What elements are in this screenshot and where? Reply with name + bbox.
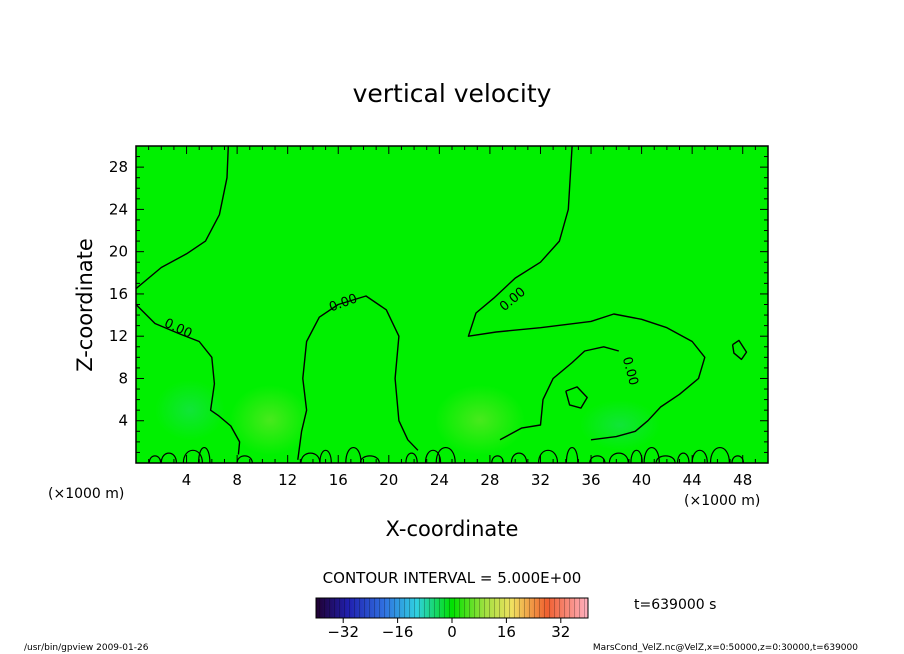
surface-contour	[589, 455, 606, 463]
surface-contour	[405, 452, 418, 463]
x-axis-unit-right: (×1000 m)	[684, 493, 760, 509]
x-axis-label: X-coordinate	[386, 517, 519, 541]
chart-title: vertical velocity	[353, 79, 552, 108]
x-tick-label: 8	[232, 471, 242, 489]
footer-left: /usr/bin/gpview 2009-01-26	[24, 643, 149, 653]
colorbar-ticks: −32 −16 0 16 32	[327, 618, 570, 641]
x-tick-label: 20	[379, 471, 398, 489]
surface-contour	[424, 449, 442, 463]
x-tick-label: 48	[733, 471, 752, 489]
contour-line	[136, 146, 229, 290]
colorbar-stripes	[316, 598, 588, 618]
y-tick-label: 8	[118, 369, 128, 387]
x-tick-label: 36	[581, 471, 600, 489]
x-tick-label: 16	[329, 471, 348, 489]
x-axis-unit-left: (×1000 m)	[48, 486, 124, 502]
colorbar: −32 −16 0 16 32	[315, 597, 589, 641]
colorbar-tick-label: −32	[327, 623, 359, 641]
contour-lines	[136, 146, 748, 460]
y-tick-label: 16	[109, 285, 128, 303]
surface-contour	[300, 452, 321, 463]
surface-contour	[319, 449, 332, 463]
x-axis-ticks: 4 8 12 16 20 24 28 32 36 40 44 48	[148, 146, 756, 489]
y-tick-label: 24	[109, 200, 128, 218]
y-tick-label: 20	[109, 243, 128, 261]
footer-right: MarsCond_VelZ.nc@VelZ,x=0:50000,z=0:3000…	[593, 643, 858, 653]
time-label: t=639000 s	[634, 597, 716, 613]
surface-contour	[655, 455, 676, 463]
surface-contour	[198, 446, 211, 463]
contour-line	[467, 146, 706, 441]
contour-line	[297, 295, 419, 460]
contour-interval-text: CONTOUR INTERVAL = 5.000E+00	[323, 569, 582, 587]
x-tick-label: 28	[480, 471, 499, 489]
surface-contour	[677, 452, 690, 463]
x-tick-label: 32	[531, 471, 550, 489]
contour-line	[565, 386, 588, 409]
plot-area: 0.000.00 0.000.00	[135, 145, 769, 464]
colorbar-tick-label: −16	[382, 623, 414, 641]
colorbar-tick-label: 32	[551, 623, 570, 641]
surface-contour	[608, 452, 629, 463]
colorbar-tick-label: 16	[497, 623, 516, 641]
x-tick-label: 44	[683, 471, 702, 489]
contour-line	[499, 346, 619, 441]
colorbar-tick-label: 0	[447, 623, 457, 641]
surface-contour	[148, 455, 162, 463]
y-tick-label: 4	[118, 412, 128, 430]
surface-contour	[345, 446, 362, 463]
contour-line	[136, 304, 241, 455]
surface-contour	[538, 449, 559, 463]
surface-contour	[182, 449, 203, 463]
x-tick-label: 24	[430, 471, 449, 489]
surface-contour	[359, 455, 380, 463]
surface-contour	[709, 446, 730, 463]
y-tick-label: 28	[109, 158, 128, 176]
x-tick-label: 12	[278, 471, 297, 489]
surface-contour	[435, 446, 456, 463]
y-tick-label: 12	[109, 327, 128, 345]
surface-contour	[510, 452, 528, 463]
field-shading	[155, 380, 660, 455]
contour-line	[731, 339, 748, 361]
y-axis-label: Z-coordinate	[73, 238, 97, 372]
x-tick-label: 40	[632, 471, 651, 489]
x-tick-label: 4	[182, 471, 192, 489]
y-axis-ticks: 4 8 12 16 20 24 28	[109, 156, 768, 453]
contour-label: 0.00	[619, 355, 641, 387]
surface-contour	[565, 446, 579, 463]
